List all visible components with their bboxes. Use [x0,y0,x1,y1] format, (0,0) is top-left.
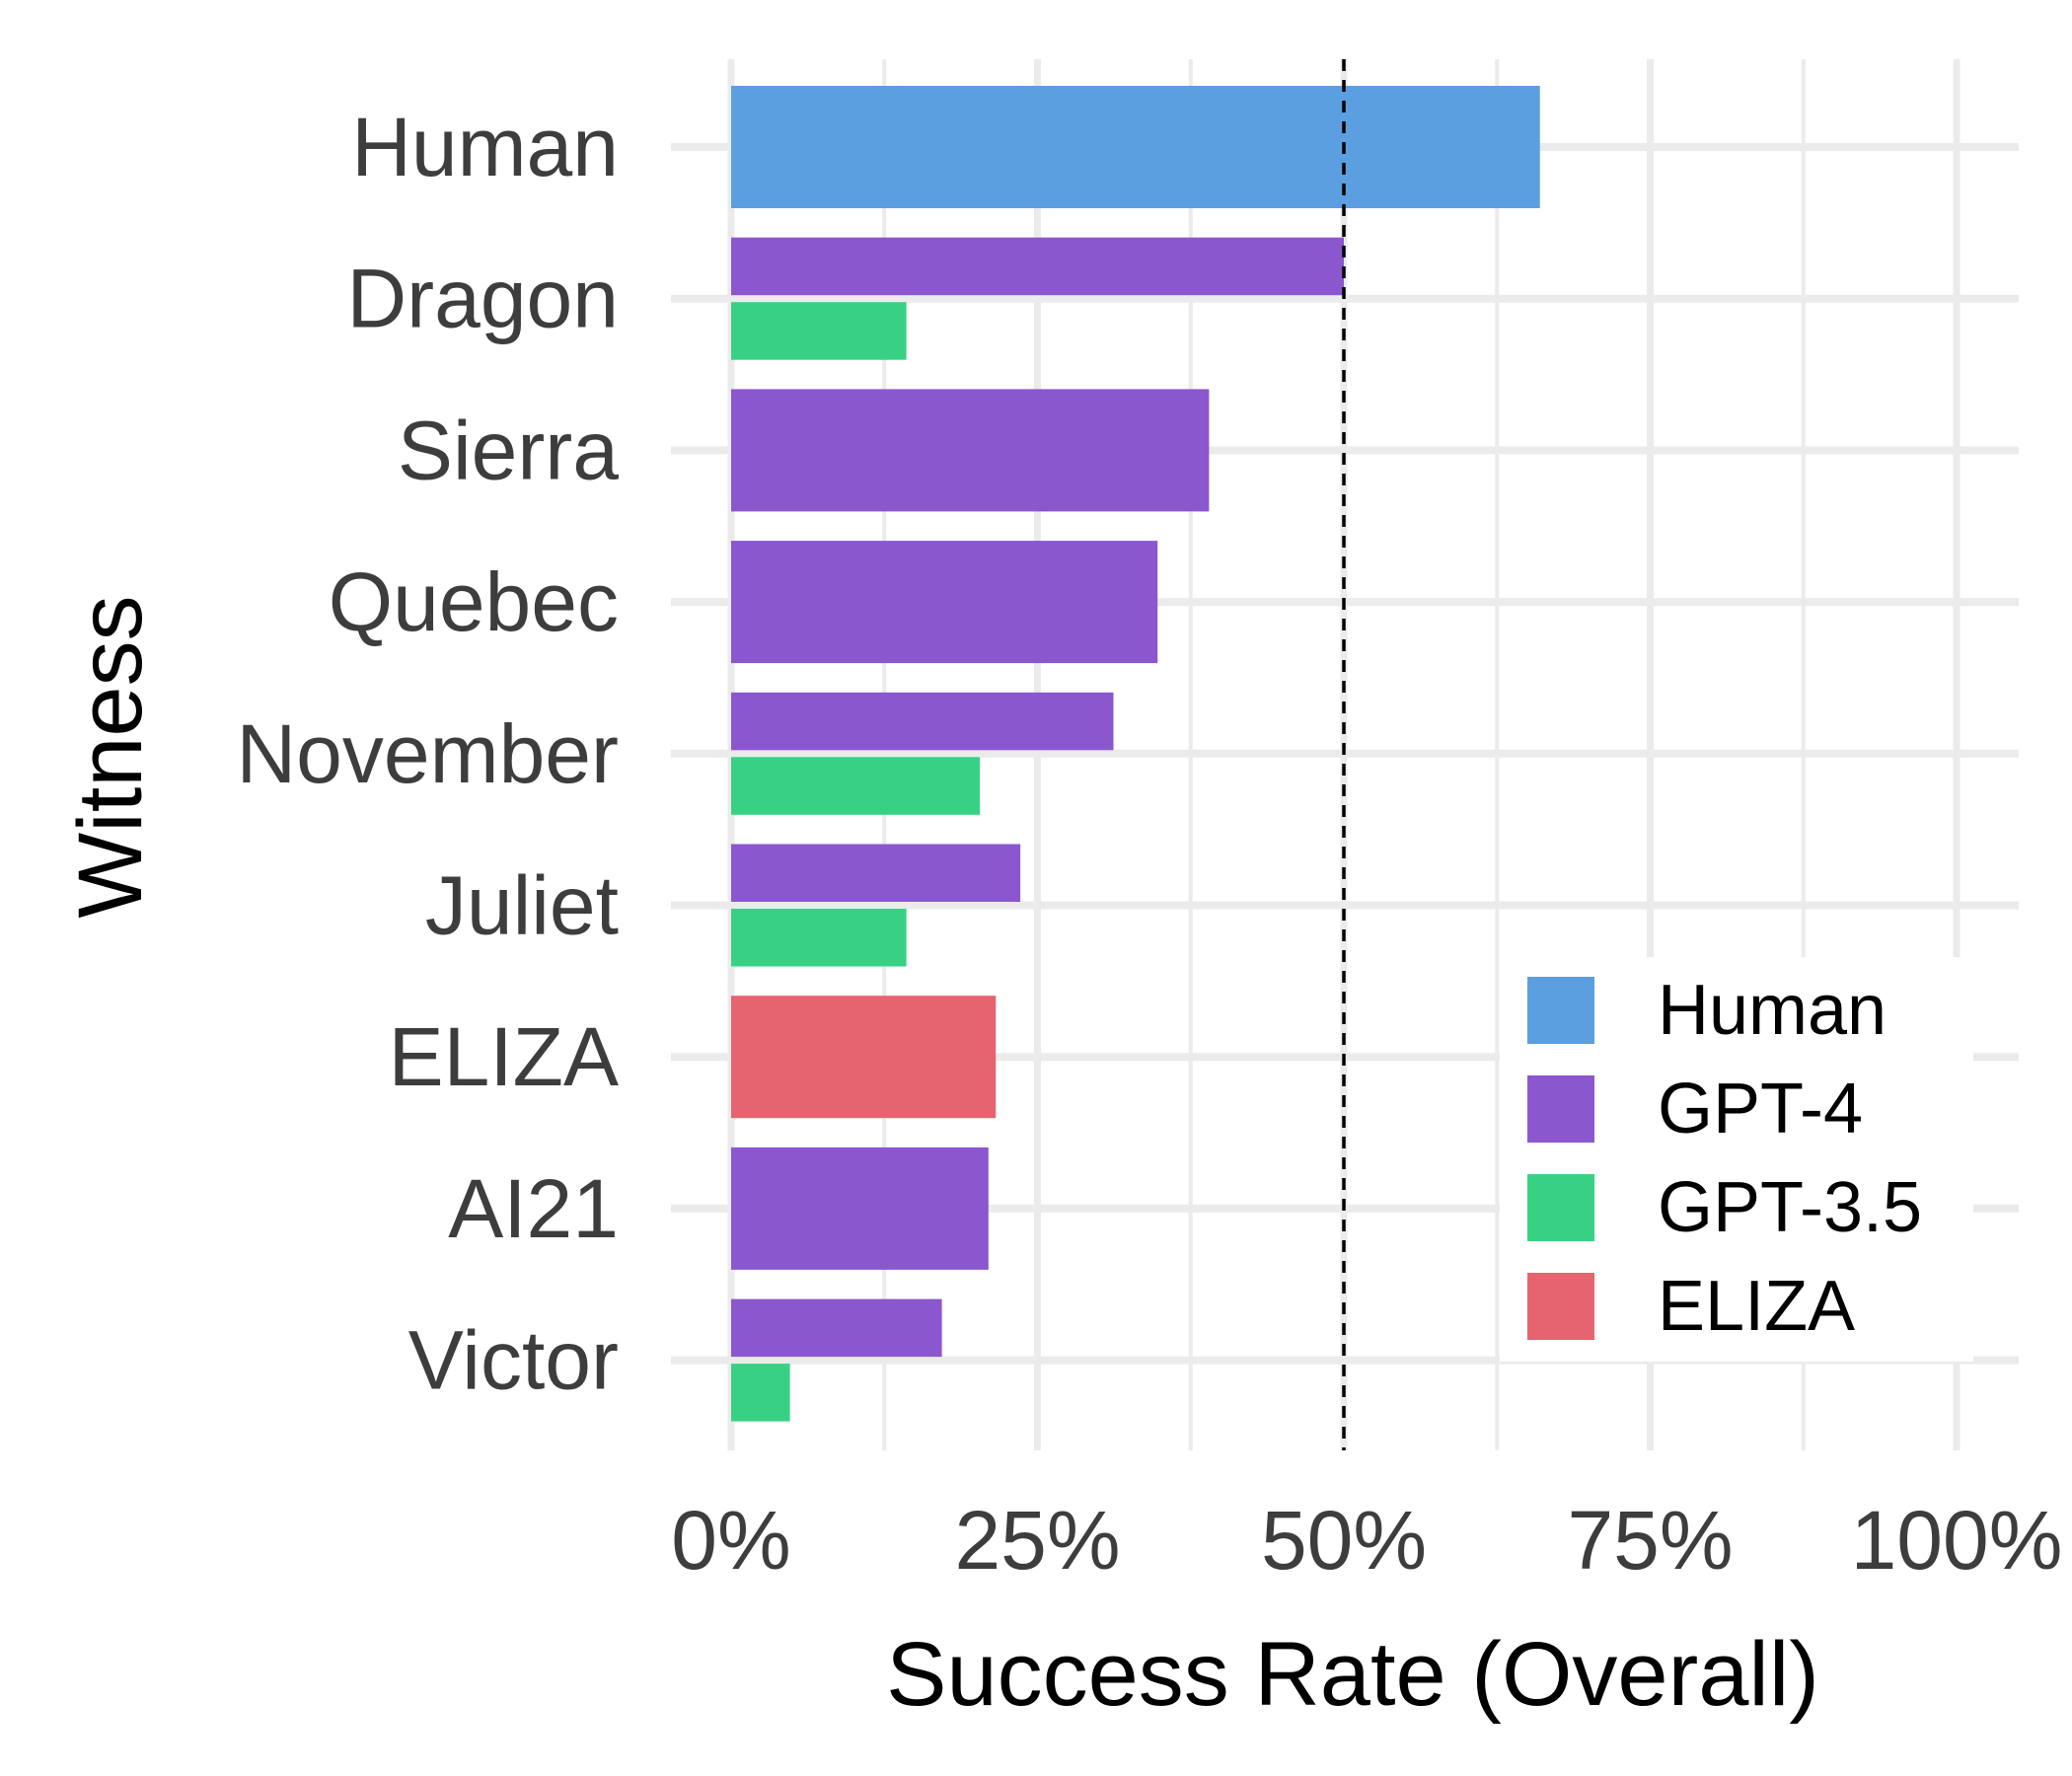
bar-human-human [731,86,1540,208]
y-tick-label: Human [351,101,619,193]
bars [731,86,1540,1422]
y-tick-label: Sierra [398,404,619,496]
bar-victor-gpt-4 [731,1298,942,1358]
x-tick-labels: 0% 25% 50% 75% 100% [671,1494,2062,1587]
y-axis-title: Witness [60,595,161,918]
legend-label: GPT-3.5 [1658,1168,1922,1247]
bar-juliet-gpt-4 [731,844,1021,902]
y-tick-label: Dragon [346,253,619,345]
bar-eliza-eliza [731,996,997,1119]
x-axis-title: Success Rate (Overall) [886,1624,1819,1725]
legend: Human GPT-4 GPT-3.5 ELIZA [1500,957,1973,1362]
legend-label: GPT-4 [1658,1070,1863,1148]
bar-sierra-gpt-4 [731,389,1210,512]
bar-dragon-gpt-4 [731,237,1344,296]
x-tick-label: 100% [1851,1494,2063,1587]
bar-victor-gpt-3-5 [731,1364,790,1422]
bar-november-gpt-4 [731,692,1114,751]
y-tick-label: ELIZA [389,1010,619,1103]
x-tick-label: 75% [1567,1494,1733,1587]
bar-november-gpt-3-5 [731,757,981,815]
y-tick-label: November [237,707,619,800]
x-tick-label: 0% [671,1494,790,1587]
legend-key-gpt-4 [1527,1075,1594,1143]
y-tick-label: Juliet [425,859,619,952]
legend-label: ELIZA [1658,1267,1855,1346]
y-tick-label: Quebec [329,555,619,648]
bar-quebec-gpt-4 [731,541,1158,664]
y-tick-label: AI21 [448,1162,619,1255]
legend-key-gpt-3-5 [1527,1174,1594,1241]
y-tick-label: Victor [408,1314,619,1407]
legend-key-eliza [1527,1273,1594,1340]
x-tick-label: 25% [954,1494,1120,1587]
bar-juliet-gpt-3-5 [731,909,907,967]
legend-key-human [1527,977,1594,1044]
bar-ai21-gpt-4 [731,1147,989,1270]
x-tick-label: 50% [1261,1494,1427,1587]
bar-dragon-gpt-3-5 [731,302,907,360]
y-tick-labels: Human Dragon Sierra Quebec November Juliet ELI… [237,101,620,1407]
legend-label: Human [1658,971,1887,1050]
